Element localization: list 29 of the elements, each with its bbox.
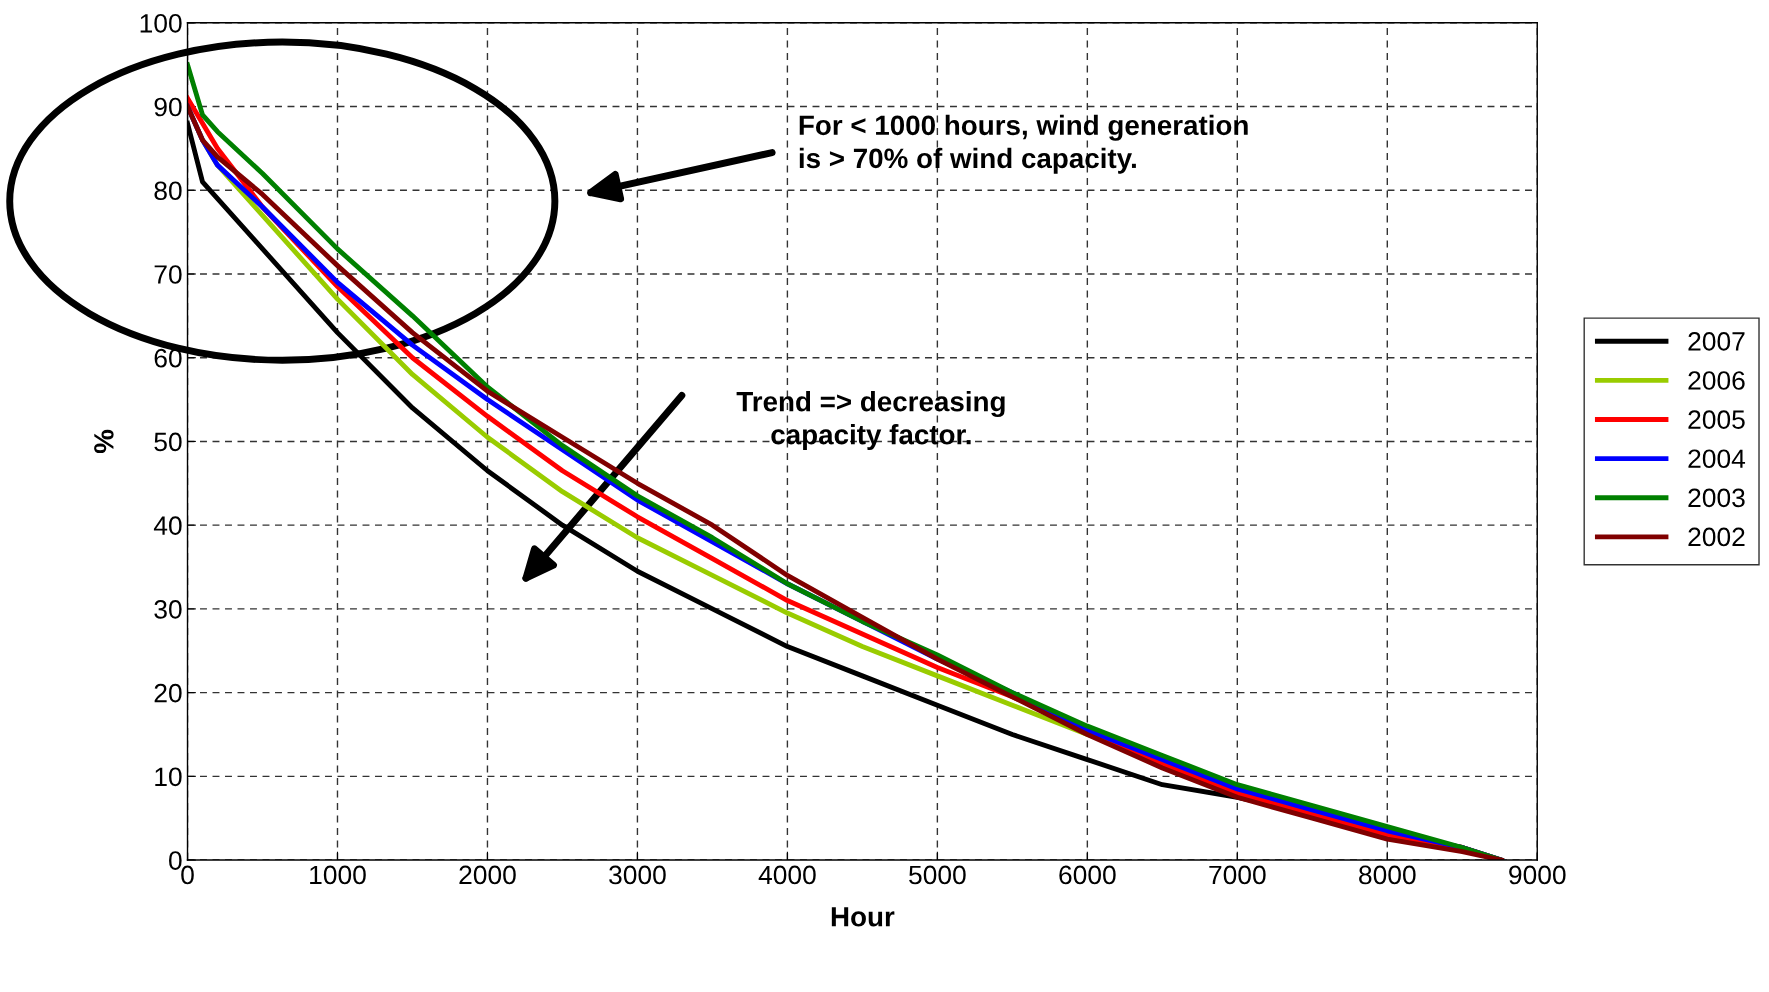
y-tick-label: 90 bbox=[154, 97, 182, 117]
y-tick-label: 20 bbox=[154, 683, 182, 703]
x-tick-label: 8000 bbox=[1359, 865, 1416, 885]
x-tick-label: 9000 bbox=[1509, 865, 1566, 885]
y-tick-label: 100 bbox=[140, 13, 182, 33]
legend-label: 2004 bbox=[1688, 449, 1746, 469]
legend-label: 2003 bbox=[1688, 488, 1745, 508]
y-tick-label: 50 bbox=[154, 432, 182, 452]
legend-label: 2007 bbox=[1688, 332, 1745, 351]
y-tick-label: 10 bbox=[155, 767, 182, 787]
x-tick-label: 2000 bbox=[459, 865, 516, 885]
y-tick-label: 30 bbox=[154, 600, 182, 619]
legend-label: 2002 bbox=[1688, 527, 1745, 547]
annotation: Trend => decreasing capacity factor. bbox=[736, 391, 1005, 450]
legend-label: 2005 bbox=[1688, 410, 1745, 429]
x-tick-label: 5000 bbox=[909, 865, 966, 885]
y-tick-label: 70 bbox=[154, 265, 182, 284]
x-tick-label: 6000 bbox=[1059, 865, 1116, 885]
x-tick-label: 1000 bbox=[310, 865, 366, 885]
y-axis-title: % bbox=[94, 429, 114, 454]
x-tick-label: 7000 bbox=[1209, 865, 1266, 885]
annotation: For < 1000 hours, wind generation is > 70% of wind capacity. bbox=[799, 114, 1248, 174]
x-tick-label: 3000 bbox=[609, 865, 666, 885]
x-tick-label: 4000 bbox=[758, 865, 816, 885]
y-tick-label: 0 bbox=[169, 851, 182, 870]
x-axis-title: Hour bbox=[831, 907, 895, 927]
y-tick-label: 80 bbox=[154, 181, 182, 201]
y-tick-label: 40 bbox=[153, 516, 182, 535]
legend-label: 2006 bbox=[1688, 371, 1745, 390]
